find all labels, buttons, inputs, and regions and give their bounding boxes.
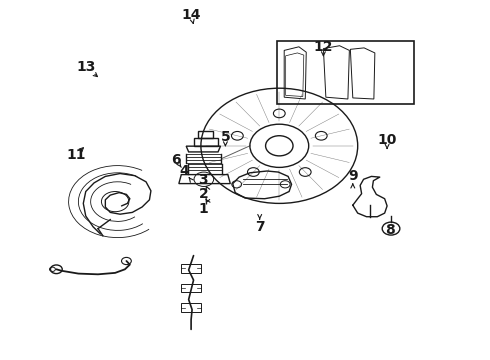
Text: 3: 3 [198,173,208,187]
Text: 14: 14 [181,8,201,22]
Text: 12: 12 [314,40,333,54]
Bar [194,138,218,146]
Bar [181,264,201,273]
Text: 11: 11 [66,148,86,162]
Bar [181,303,201,312]
Bar [181,284,201,292]
Text: 10: 10 [377,134,397,147]
Text: 9: 9 [348,170,358,183]
Text: 6: 6 [172,153,181,167]
Text: 4: 4 [179,164,189,178]
Bar [198,131,213,138]
Text: 13: 13 [76,60,96,73]
Text: 5: 5 [220,130,230,144]
Text: 1: 1 [198,202,208,216]
Text: 7: 7 [255,220,265,234]
Bar [277,41,414,104]
Text: 8: 8 [385,224,394,237]
Text: 2: 2 [198,188,208,201]
